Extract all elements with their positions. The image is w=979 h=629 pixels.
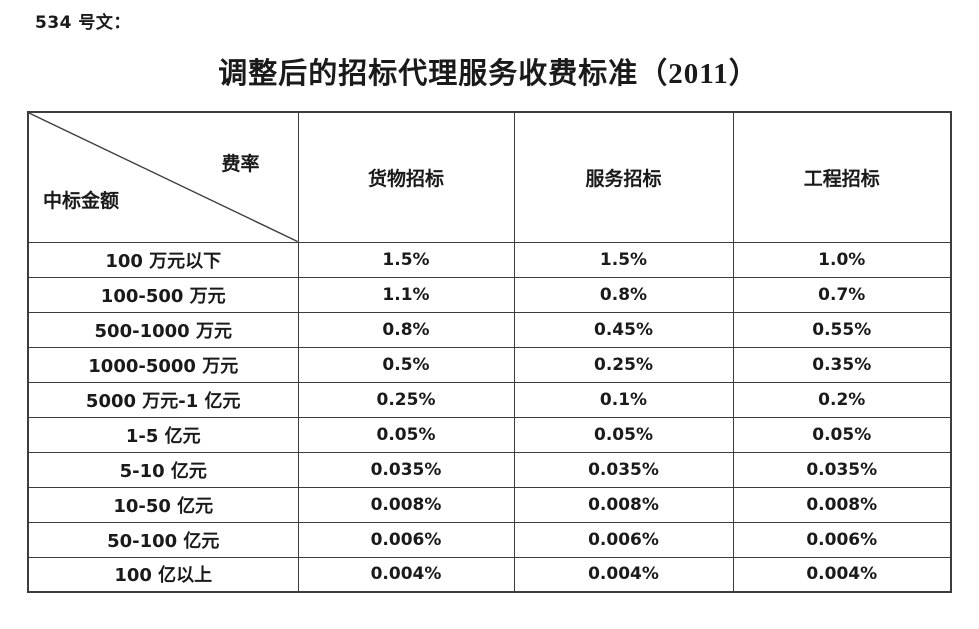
table-row: 5-10 亿元 0.035% 0.035% 0.035% — [27, 451, 952, 488]
rate-value: 0.25% — [297, 381, 515, 418]
fee-rate-table: 费率 中标金额 货物招标 服务招标 工程招标 100 万元以下 1.5% 1.5% 1… — [27, 111, 952, 593]
rate-value: 0.7% — [732, 276, 952, 313]
rate-value: 0.5% — [297, 346, 515, 383]
rate-value: 0.05% — [513, 416, 734, 453]
row-label-bid-amount-tier: 10-50 亿元 — [27, 486, 299, 523]
rate-value: 0.55% — [732, 311, 952, 348]
row-label-bid-amount-tier: 5-10 亿元 — [27, 451, 299, 488]
rate-value: 0.006% — [732, 521, 952, 558]
table-row: 10-50 亿元 0.008% 0.008% 0.008% — [27, 486, 952, 523]
row-label-bid-amount-tier: 100 万元以下 — [27, 241, 299, 278]
rate-value: 0.1% — [513, 381, 734, 418]
row-label-bid-amount-tier: 5000 万元-1 亿元 — [27, 381, 299, 418]
rate-value: 1.1% — [297, 276, 515, 313]
table-body: 100 万元以下 1.5% 1.5% 1.0% 100-500 万元 1.1% 0.8% 0.… — [27, 241, 952, 593]
rate-value: 0.035% — [732, 451, 952, 488]
column-header-goods-bidding: 货物招标 — [297, 111, 515, 243]
column-header-engineering-bidding: 工程招标 — [732, 111, 952, 243]
rate-value: 0.006% — [513, 521, 734, 558]
rate-value: 0.004% — [732, 556, 952, 593]
row-label-bid-amount-tier: 50-100 亿元 — [27, 521, 299, 558]
rate-value: 0.006% — [297, 521, 515, 558]
rate-value: 0.004% — [297, 556, 515, 593]
rate-value: 0.008% — [297, 486, 515, 523]
rate-value: 1.0% — [732, 241, 952, 278]
corner-label-bid-amount: 中标金额 — [43, 191, 120, 212]
table-row: 50-100 亿元 0.006% 0.006% 0.006% — [27, 521, 952, 558]
rate-value: 0.45% — [513, 311, 734, 348]
rate-value: 0.8% — [297, 311, 515, 348]
table-row: 100 亿以上 0.004% 0.004% 0.004% — [27, 556, 952, 593]
rate-value: 0.004% — [513, 556, 734, 593]
row-label-bid-amount-tier: 100-500 万元 — [27, 276, 299, 313]
document-number-label: 534 号文： — [35, 13, 131, 33]
rate-value: 1.5% — [297, 241, 515, 278]
rate-value: 1.5% — [513, 241, 734, 278]
rate-value: 0.008% — [513, 486, 734, 523]
table-row: 100 万元以下 1.5% 1.5% 1.0% — [27, 241, 952, 278]
table-row: 100-500 万元 1.1% 0.8% 0.7% — [27, 276, 952, 313]
rate-value: 0.2% — [732, 381, 952, 418]
rate-value: 0.25% — [513, 346, 734, 383]
table-row: 5000 万元-1 亿元 0.25% 0.1% 0.2% — [27, 381, 952, 418]
row-label-bid-amount-tier: 1-5 亿元 — [27, 416, 299, 453]
page-title: 调整后的招标代理服务收费标准（2011） — [218, 58, 759, 90]
rate-value: 0.35% — [732, 346, 952, 383]
table-row: 1000-5000 万元 0.5% 0.25% 0.35% — [27, 346, 952, 383]
rate-value: 0.035% — [297, 451, 515, 488]
column-header-service-bidding: 服务招标 — [513, 111, 734, 243]
rate-value: 0.8% — [513, 276, 734, 313]
row-label-bid-amount-tier: 500-1000 万元 — [27, 311, 299, 348]
rate-value: 0.05% — [732, 416, 952, 453]
table-row: 1-5 亿元 0.05% 0.05% 0.05% — [27, 416, 952, 453]
row-label-bid-amount-tier: 100 亿以上 — [27, 556, 299, 593]
row-label-bid-amount-tier: 1000-5000 万元 — [27, 346, 299, 383]
corner-label-rate: 费率 — [221, 154, 260, 175]
header-row: 费率 中标金额 货物招标 服务招标 工程招标 — [27, 111, 952, 243]
rate-value: 0.008% — [732, 486, 952, 523]
rate-value: 0.05% — [297, 416, 515, 453]
diagonal-divider-line — [29, 113, 298, 242]
corner-header-cell: 费率 中标金额 — [27, 111, 299, 243]
table-row: 500-1000 万元 0.8% 0.45% 0.55% — [27, 311, 952, 348]
rate-value: 0.035% — [513, 451, 734, 488]
